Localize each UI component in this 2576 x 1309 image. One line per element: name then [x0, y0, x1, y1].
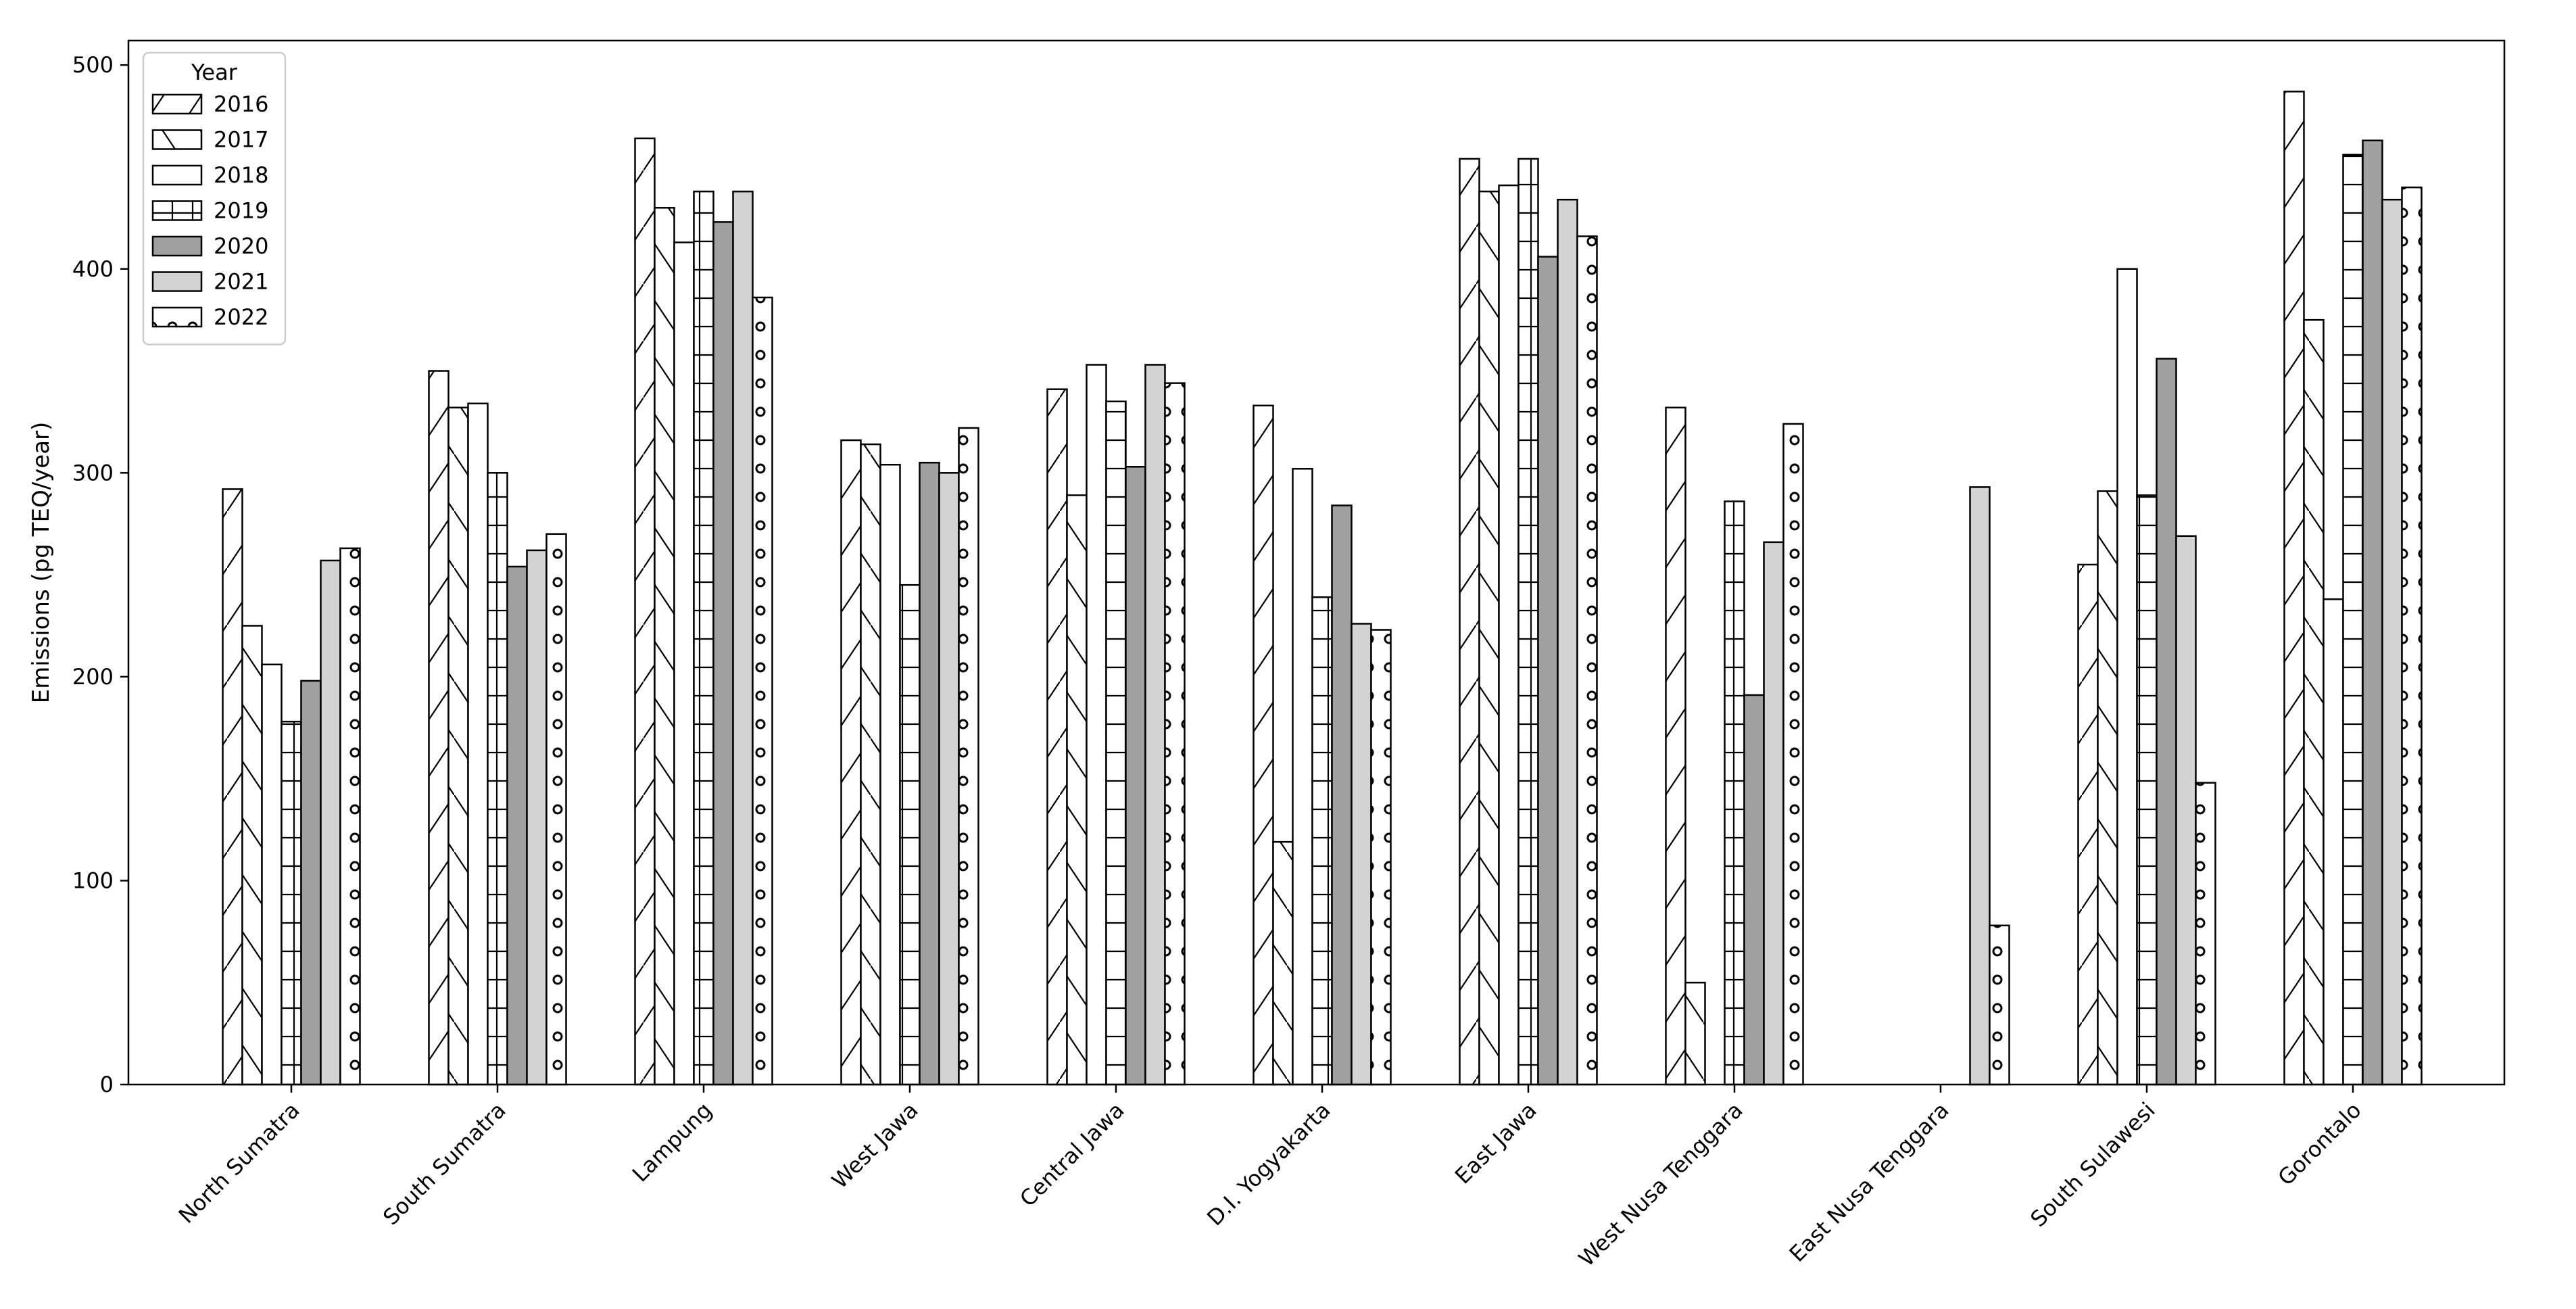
bar-south-sumatra-2017 — [447, 406, 469, 1086]
legend-swatch-2017 — [151, 129, 203, 150]
y-tick-label: 200 — [72, 664, 114, 690]
bar-central-jawa-2021 — [1144, 364, 1166, 1086]
bar-east-jawa-2017 — [1478, 190, 1500, 1086]
legend-label-2020: 2020 — [214, 233, 268, 259]
bar-south-sulawesi-2018 — [2116, 268, 2138, 1086]
bar-gorontalo-2020 — [2362, 139, 2383, 1086]
y-tick-label: 100 — [72, 867, 114, 893]
y-tick-label: 400 — [72, 256, 114, 282]
bar-south-sulawesi-2022 — [2195, 782, 2216, 1086]
bar-d-i-yogyakarta-2021 — [1351, 623, 1372, 1086]
bar-north-sumatra-2018 — [261, 663, 283, 1086]
bar-west-nusa-tenggara-2017 — [1684, 981, 1706, 1086]
bar-gorontalo-2021 — [2381, 198, 2403, 1086]
bar-lampung-2020 — [712, 221, 734, 1086]
bar-d-i-yogyakarta-2016 — [1253, 404, 1274, 1086]
bar-d-i-yogyakarta-2018 — [1292, 468, 1313, 1086]
bar-gorontalo-2019 — [2342, 153, 2364, 1086]
legend-label-2022: 2022 — [214, 304, 268, 330]
bar-east-jawa-2018 — [1498, 184, 1520, 1086]
bar-south-sumatra-2022 — [545, 533, 567, 1086]
legend: Year 2016 2017 2018 2019 2020 2021 2022 — [142, 51, 287, 346]
bar-gorontalo-2022 — [2401, 186, 2423, 1086]
bar-lampung-2021 — [732, 190, 754, 1086]
bar-east-jawa-2020 — [1537, 256, 1559, 1086]
y-axis-label: Emissions (pg TEQ/year) — [28, 422, 55, 704]
bar-d-i-yogyakarta-2017 — [1272, 840, 1294, 1086]
bar-west-jawa-2019 — [899, 584, 921, 1086]
bar-east-jawa-2019 — [1517, 158, 1539, 1086]
bar-west-nusa-tenggara-2020 — [1743, 694, 1765, 1086]
bar-west-nusa-tenggara-2016 — [1665, 406, 1686, 1086]
bar-lampung-2018 — [673, 241, 695, 1086]
bar-south-sumatra-2020 — [506, 565, 528, 1086]
bar-south-sumatra-2016 — [428, 370, 449, 1086]
bar-south-sumatra-2019 — [487, 472, 508, 1086]
bar-south-sulawesi-2017 — [2097, 490, 2118, 1086]
bar-west-nusa-tenggara-2021 — [1763, 541, 1784, 1086]
bar-west-nusa-tenggara-2022 — [1782, 423, 1804, 1086]
y-tick-label: 300 — [72, 460, 114, 485]
bars-layer — [222, 91, 2423, 1086]
bar-east-nusa-tenggara-2021 — [1969, 486, 1991, 1086]
bar-north-sumatra-2022 — [339, 547, 361, 1086]
bar-west-jawa-2022 — [958, 427, 979, 1086]
bar-central-jawa-2017 — [1066, 494, 1088, 1086]
bar-south-sulawesi-2016 — [2077, 563, 2099, 1086]
bar-central-jawa-2018 — [1086, 364, 1107, 1086]
legend-title: Year — [191, 60, 238, 85]
legend-swatch-2019 — [151, 200, 203, 221]
bar-west-jawa-2018 — [879, 464, 901, 1086]
legend-label-2018: 2018 — [214, 162, 268, 188]
legend-swatch-2020 — [151, 235, 203, 257]
bar-lampung-2022 — [752, 296, 773, 1086]
bar-west-jawa-2016 — [840, 439, 862, 1086]
bar-north-sumatra-2016 — [222, 488, 243, 1086]
bar-central-jawa-2020 — [1125, 466, 1146, 1086]
y-tick-label: 0 — [100, 1072, 114, 1097]
bar-south-sumatra-2021 — [526, 549, 548, 1086]
bar-west-jawa-2021 — [938, 472, 960, 1086]
bar-south-sulawesi-2021 — [2175, 535, 2197, 1086]
legend-swatch-2018 — [151, 164, 203, 186]
bar-gorontalo-2018 — [2323, 598, 2344, 1086]
bar-lampung-2019 — [693, 190, 714, 1086]
legend-label-2017: 2017 — [214, 127, 268, 153]
bar-gorontalo-2017 — [2303, 318, 2325, 1086]
bar-central-jawa-2022 — [1164, 382, 1186, 1086]
bar-north-sumatra-2021 — [320, 559, 341, 1086]
bar-d-i-yogyakarta-2019 — [1311, 596, 1333, 1086]
bar-north-sumatra-2019 — [281, 720, 302, 1086]
bar-north-sumatra-2017 — [241, 625, 263, 1086]
legend-swatch-2021 — [151, 271, 203, 292]
y-tick-label: 500 — [72, 52, 114, 78]
legend-swatch-2022 — [151, 306, 203, 328]
legend-label-2021: 2021 — [214, 269, 268, 295]
bar-central-jawa-2016 — [1046, 388, 1068, 1086]
bar-d-i-yogyakarta-2020 — [1331, 504, 1353, 1086]
legend-label-2019: 2019 — [214, 198, 268, 224]
bar-west-jawa-2020 — [919, 461, 940, 1086]
bar-west-jawa-2017 — [860, 443, 881, 1086]
legend-label-2016: 2016 — [214, 91, 268, 117]
bar-lampung-2017 — [654, 207, 675, 1086]
bar-central-jawa-2019 — [1105, 400, 1127, 1086]
bar-west-nusa-tenggara-2019 — [1724, 500, 1745, 1086]
bar-south-sulawesi-2019 — [2136, 494, 2158, 1086]
legend-swatch-2016 — [151, 93, 203, 115]
bar-south-sumatra-2018 — [467, 402, 489, 1086]
bar-east-jawa-2016 — [1459, 158, 1480, 1086]
bar-north-sumatra-2020 — [300, 680, 322, 1086]
bar-east-nusa-tenggara-2022 — [1989, 924, 2010, 1086]
bar-gorontalo-2016 — [2283, 91, 2305, 1086]
plot-frame — [127, 39, 2506, 1086]
bar-east-jawa-2022 — [1576, 235, 1598, 1086]
bar-east-jawa-2021 — [1557, 198, 1578, 1086]
bar-d-i-yogyakarta-2022 — [1370, 629, 1392, 1086]
bar-lampung-2016 — [634, 137, 656, 1086]
bar-south-sulawesi-2020 — [2156, 358, 2177, 1086]
